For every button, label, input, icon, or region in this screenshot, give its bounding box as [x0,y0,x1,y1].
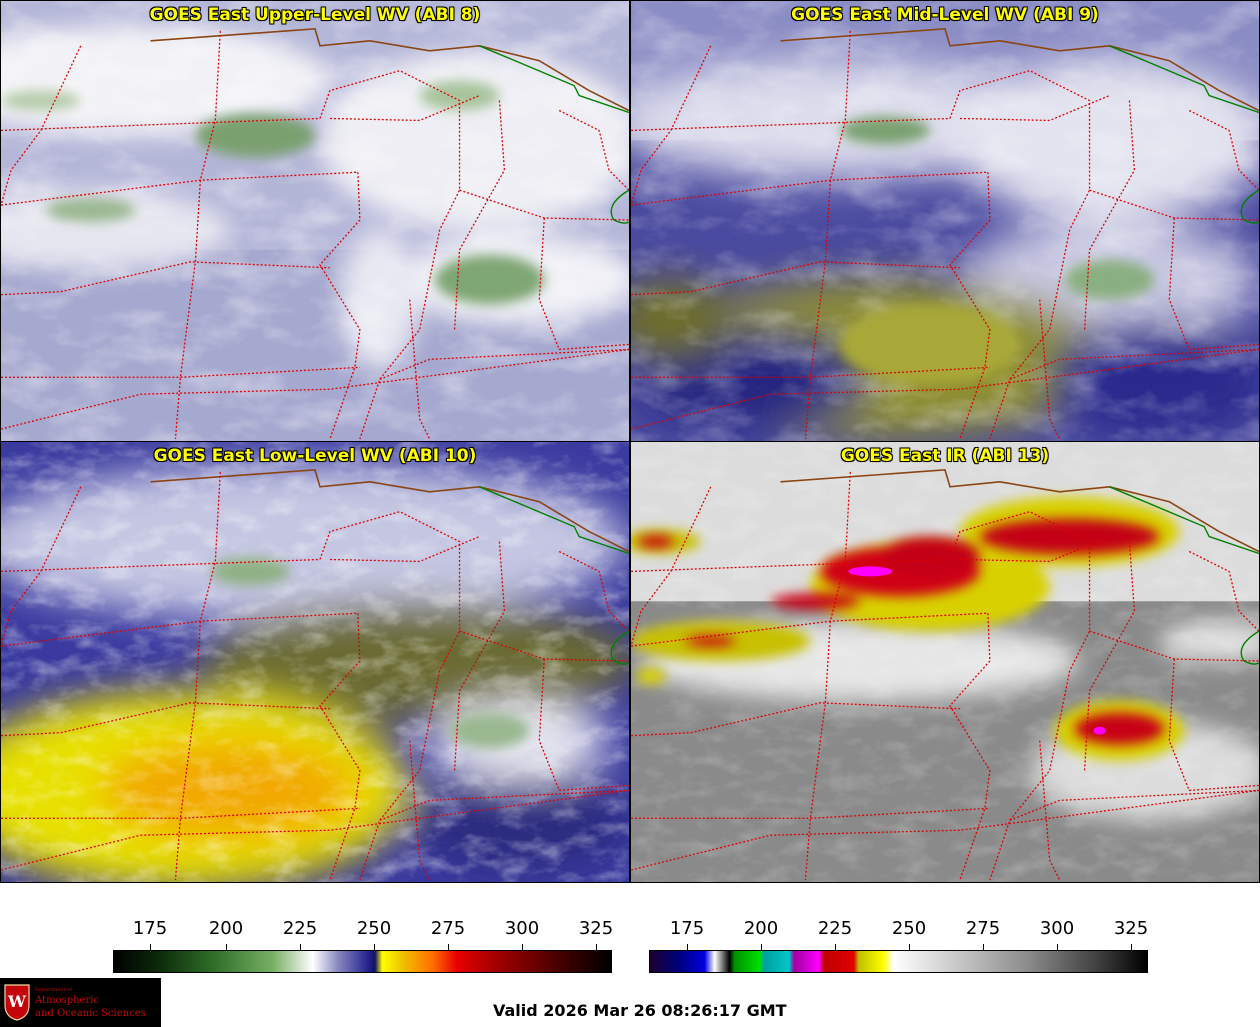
logo-dept-text: Department of [35,987,72,993]
crest-letter: W [7,992,27,1011]
wv-tick-label: 175 [132,918,168,939]
colorbar-tick [1057,944,1058,950]
ir-tick-label: 175 [669,918,705,939]
uw-crest-icon: W [4,984,30,1021]
valid-timestamp: Valid 2026 Mar 26 08:26:17 GMT [493,1001,787,1020]
wv-tick-label: 200 [208,918,244,939]
panel-upper-level-wv: GOES East Upper-Level WV (ABI 8) [0,0,630,442]
colorbar-tick [596,944,597,950]
colorbar-tick [1131,944,1132,950]
colorbar-tick [835,944,836,950]
ir-colorbar [649,950,1148,973]
panel-mid-level-wv: GOES East Mid-Level WV (ABI 9) [630,0,1260,442]
colorbar-tick [150,944,151,950]
ir-imagery [631,442,1259,882]
colorbar-tick [761,944,762,950]
wv-tick-label: 275 [430,918,466,939]
wv-tick-label: 300 [504,918,540,939]
colorbar-tick [909,944,910,950]
ir-tick-label: 325 [1113,918,1149,939]
wv-tick-label: 250 [356,918,392,939]
colorbar-tick [374,944,375,950]
colorbar-tick [983,944,984,950]
ir-tick-label: 300 [1039,918,1075,939]
ir-tick-label: 200 [743,918,779,939]
upper-level-wv-imagery [1,1,629,441]
colorbar-tick [448,944,449,950]
panel-title: GOES East Mid-Level WV (ABI 9) [791,5,1099,25]
ir-tick-label: 250 [891,918,927,939]
panel-ir: GOES East IR (ABI 13) [630,441,1260,883]
ir-tick-label: 275 [965,918,1001,939]
panel-title: GOES East Upper-Level WV (ABI 8) [149,5,481,25]
logo-line1: Atmospheric [35,995,100,1006]
colorbar-tick [522,944,523,950]
wv-colorbar [113,950,612,973]
colorbar-tick [300,944,301,950]
logo-line2: and Oceanic Sciences [35,1008,146,1019]
colorbar-tick [687,944,688,950]
ir-tick-label: 225 [817,918,853,939]
panel-title: GOES East Low-Level WV (ABI 10) [153,446,477,466]
aos-logo: W Department of Atmospheric and Oceanic … [0,978,161,1027]
panel-title: GOES East IR (ABI 13) [840,446,1050,466]
colorbar-tick [226,944,227,950]
mid-level-wv-imagery [631,1,1259,441]
wv-tick-label: 325 [578,918,614,939]
wv-tick-label: 225 [282,918,318,939]
panel-low-level-wv: GOES East Low-Level WV (ABI 10) [0,441,630,883]
low-level-wv-imagery [1,442,629,882]
